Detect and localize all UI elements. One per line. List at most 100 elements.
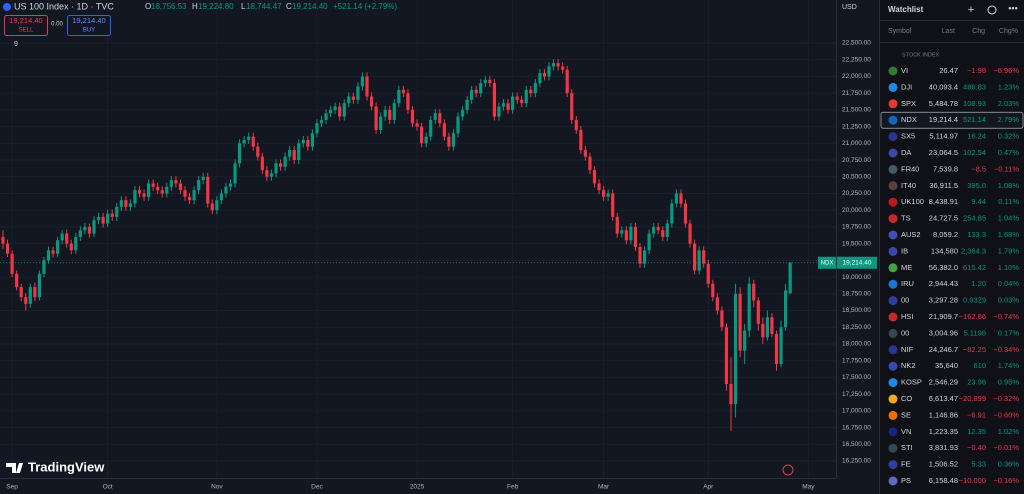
row-change[interactable]: 133.3 bbox=[967, 230, 986, 239]
logo[interactable]: TradingView bbox=[28, 459, 105, 474]
row-symbol[interactable]: NDX bbox=[901, 115, 917, 124]
row-symbol[interactable]: NIF bbox=[901, 345, 914, 354]
row-change[interactable]: 1.20 bbox=[971, 279, 986, 288]
currency[interactable]: USD bbox=[842, 4, 857, 11]
buy-button[interactable] bbox=[67, 15, 111, 36]
row-change[interactable]: −6.91 bbox=[967, 410, 986, 419]
row-change-pct[interactable]: 1.02% bbox=[998, 427, 1020, 436]
row-symbol[interactable]: UK100 bbox=[901, 197, 924, 206]
row-change-pct[interactable]: 0.95% bbox=[998, 378, 1020, 387]
event-icon[interactable] bbox=[782, 464, 794, 476]
row-symbol[interactable]: TS bbox=[901, 214, 911, 223]
row-symbol[interactable]: VI bbox=[901, 66, 908, 75]
row-last[interactable]: 56,382.0 bbox=[929, 263, 958, 272]
row-symbol[interactable]: VN bbox=[901, 427, 911, 436]
row-change-pct[interactable]: 0.04% bbox=[998, 279, 1020, 288]
row-change[interactable]: 9.44 bbox=[971, 197, 986, 206]
row-symbol[interactable]: 00 bbox=[901, 328, 909, 337]
row-symbol[interactable]: IB bbox=[901, 246, 908, 255]
row-last[interactable]: 3,004.96 bbox=[929, 328, 958, 337]
row-change[interactable]: 2,364.3 bbox=[961, 246, 986, 255]
row-change[interactable]: 23.96 bbox=[967, 378, 986, 387]
alert-icon[interactable] bbox=[987, 5, 997, 15]
row-symbol[interactable]: SPX bbox=[901, 99, 916, 108]
row-change-pct[interactable]: 1.68% bbox=[998, 230, 1020, 239]
row-change-pct[interactable]: 0.17% bbox=[998, 328, 1020, 337]
row-change-pct[interactable]: 2.03% bbox=[998, 99, 1020, 108]
row-change-pct[interactable]: −0.32% bbox=[993, 394, 1019, 403]
row-change[interactable]: −10.000 bbox=[959, 476, 986, 485]
row-change-pct[interactable]: 1.74% bbox=[998, 361, 1020, 370]
row-change[interactable]: 12.35 bbox=[967, 427, 986, 436]
row-change[interactable]: 16.24 bbox=[967, 132, 986, 141]
row-change[interactable]: −1.98 bbox=[967, 66, 986, 75]
row-symbol[interactable]: IT40 bbox=[901, 181, 916, 190]
row-last[interactable]: 2,944.43 bbox=[929, 279, 958, 288]
row-change-pct[interactable]: 1.08% bbox=[998, 181, 1020, 190]
row-last[interactable]: 6,158.48 bbox=[929, 476, 958, 485]
row-change[interactable]: −82.25 bbox=[963, 345, 986, 354]
row-change-pct[interactable]: 0.36% bbox=[998, 460, 1020, 469]
row-change-pct[interactable]: 1.04% bbox=[998, 214, 1020, 223]
row-symbol[interactable]: AUS2 bbox=[901, 230, 921, 239]
row-last[interactable]: 19,214.4 bbox=[929, 115, 958, 124]
row-symbol[interactable]: HSI bbox=[901, 312, 914, 321]
row-change[interactable]: 5.1196 bbox=[964, 328, 986, 337]
row-last[interactable]: 24,246.7 bbox=[929, 345, 958, 354]
sell-button[interactable] bbox=[4, 15, 48, 36]
row-symbol[interactable]: FR40 bbox=[901, 164, 919, 173]
row-change[interactable]: −0.40 bbox=[967, 443, 986, 452]
row-last[interactable]: 5,484.78 bbox=[929, 99, 958, 108]
row-change-pct[interactable]: −0.74% bbox=[993, 312, 1019, 321]
row-symbol[interactable]: CO bbox=[901, 394, 912, 403]
row-last[interactable]: 26.47 bbox=[939, 66, 958, 75]
row-last[interactable]: 36,911.5 bbox=[929, 181, 958, 190]
row-change[interactable]: 486.83 bbox=[963, 82, 986, 91]
row-change[interactable]: 0.9329 bbox=[963, 296, 986, 305]
row-last[interactable]: 3,297.28 bbox=[929, 296, 958, 305]
row-change-pct[interactable]: −0.01% bbox=[993, 443, 1019, 452]
row-symbol[interactable]: 00 bbox=[901, 296, 909, 305]
row-symbol[interactable]: STI bbox=[901, 443, 913, 452]
row-last[interactable]: 3,831.93 bbox=[929, 443, 958, 452]
row-change-pct[interactable]: 0.47% bbox=[998, 148, 1020, 157]
row-last[interactable]: 8,438.91 bbox=[929, 197, 958, 206]
row-change[interactable]: 102.54 bbox=[963, 148, 986, 157]
row-change-pct[interactable]: 0.03% bbox=[998, 296, 1020, 305]
row-change-pct[interactable]: −0.16% bbox=[993, 476, 1019, 485]
row-change[interactable]: −20.899 bbox=[959, 394, 986, 403]
row-last[interactable]: 35,640 bbox=[935, 361, 958, 370]
more-icon[interactable]: ••• bbox=[1008, 3, 1017, 13]
row-change-pct[interactable]: 1.23% bbox=[998, 82, 1020, 91]
row-last[interactable]: 21,909.7 bbox=[929, 312, 958, 321]
row-last[interactable]: 8,059.2 bbox=[933, 230, 958, 239]
row-last[interactable]: 23,064.5 bbox=[929, 148, 958, 157]
row-change-pct[interactable]: 0.11% bbox=[998, 197, 1019, 206]
row-symbol[interactable]: NK2 bbox=[901, 361, 916, 370]
row-last[interactable]: 2,546.29 bbox=[929, 378, 958, 387]
row-last[interactable]: 1,506.52 bbox=[929, 460, 958, 469]
row-change-pct[interactable]: −0.34% bbox=[993, 345, 1019, 354]
row-last[interactable]: 24,727.5 bbox=[929, 214, 958, 223]
row-change[interactable]: 395.0 bbox=[967, 181, 986, 190]
row-change-pct[interactable]: −0.60% bbox=[993, 410, 1019, 419]
row-change-pct[interactable]: 1.10% bbox=[998, 263, 1020, 272]
row-change[interactable]: 615.42 bbox=[963, 263, 986, 272]
row-symbol[interactable]: DA bbox=[901, 148, 911, 157]
row-change[interactable]: −162.86 bbox=[959, 312, 986, 321]
row-last[interactable]: 1,223.35 bbox=[929, 427, 958, 436]
row-change[interactable]: 521.14 bbox=[963, 115, 986, 124]
row-change[interactable]: 5.33 bbox=[971, 460, 986, 469]
row-change-pct[interactable]: 0.32% bbox=[998, 132, 1020, 141]
row-last[interactable]: 40,093.4 bbox=[929, 82, 958, 91]
section-title[interactable]: STOCK INDEX bbox=[902, 52, 940, 58]
row-last[interactable]: 5,114.97 bbox=[929, 132, 958, 141]
row-symbol[interactable]: FE bbox=[901, 460, 911, 469]
row-last[interactable]: 134,580 bbox=[931, 246, 958, 255]
row-change-pct[interactable]: −6.96% bbox=[993, 66, 1019, 75]
row-change[interactable]: 254.85 bbox=[963, 214, 986, 223]
row-change-pct[interactable]: 1.79% bbox=[998, 246, 1020, 255]
add-icon[interactable]: + bbox=[968, 4, 974, 16]
row-change[interactable]: 108.93 bbox=[963, 99, 986, 108]
row-symbol[interactable]: SX5 bbox=[901, 132, 915, 141]
